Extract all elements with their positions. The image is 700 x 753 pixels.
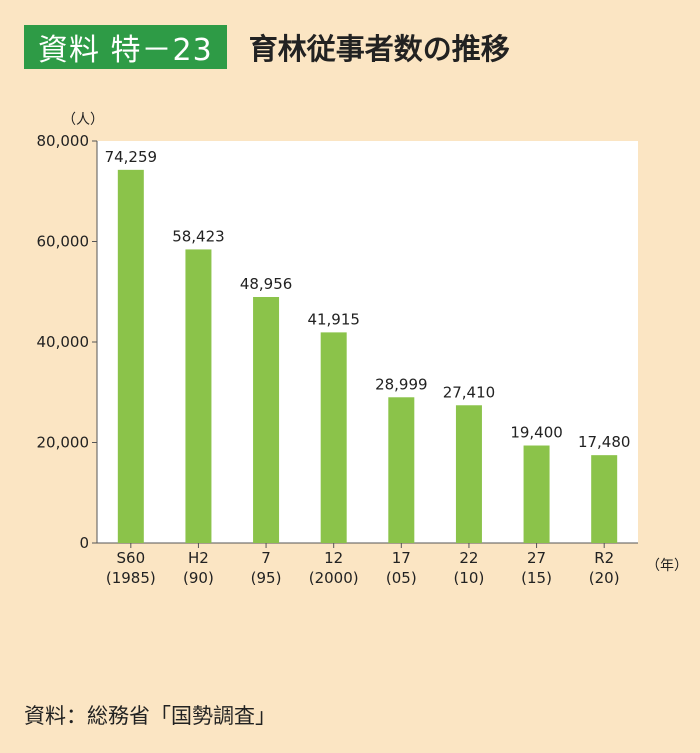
x-tick-sublabel: (20) (589, 569, 620, 587)
x-tick-sublabel: (2000) (309, 569, 359, 587)
chart-title: 育林従事者数の推移 (248, 32, 510, 66)
bar (253, 296, 280, 543)
y-tick-label: 60,000 (37, 233, 90, 251)
bar (523, 445, 550, 543)
x-tick-label: H2 (188, 549, 209, 567)
source-note: 資料：総務省「国勢調査」 (24, 704, 276, 728)
x-tick-label: R2 (594, 549, 614, 567)
bar (388, 397, 415, 543)
bar-chart: （人） 0 20,000 40,000 60,000 80,000 74,259 S60 (19… (37, 112, 689, 587)
y-tick-label: 80,000 (37, 132, 90, 150)
chart-header: 資料 特－23 育林従事者数の推移 (24, 22, 510, 72)
bar-value-label: 58,423 (172, 227, 225, 245)
bar-value-label: 74,259 (105, 148, 158, 166)
bar (591, 455, 618, 543)
y-tick-label: 0 (79, 534, 89, 552)
x-tick-sublabel: (95) (251, 569, 282, 587)
x-tick-sublabel: (15) (521, 569, 552, 587)
plot-area (97, 141, 638, 543)
y-tick-label: 40,000 (37, 333, 90, 351)
bar-value-label: 41,915 (307, 310, 360, 328)
x-tick-label: 12 (324, 549, 343, 567)
figure-number-badge: 資料 特－23 (24, 25, 227, 69)
x-tick-label: S60 (117, 549, 146, 567)
x-tick-sublabel: (10) (454, 569, 485, 587)
y-tick-label: 20,000 (37, 434, 90, 452)
bar (455, 405, 482, 543)
bar (320, 332, 347, 543)
y-axis-unit-label: （人） (62, 112, 104, 128)
bar-value-label: 19,400 (510, 424, 563, 442)
x-tick-sublabel: (90) (183, 569, 214, 587)
x-tick-label: 27 (527, 549, 546, 567)
x-tick-label: 22 (459, 549, 478, 567)
bar (185, 249, 212, 543)
x-axis-unit-label: （年） (646, 558, 688, 574)
x-tick-sublabel: (05) (386, 569, 417, 587)
bar-value-label: 48,956 (240, 275, 293, 293)
bar-value-label: 17,480 (578, 433, 631, 451)
bar-value-label: 27,410 (443, 383, 496, 401)
bar-value-label: 28,999 (375, 375, 428, 393)
x-tick-sublabel: (1985) (106, 569, 156, 587)
bar (117, 169, 144, 544)
x-tick-label: 17 (392, 549, 411, 567)
x-tick-label: 7 (261, 549, 271, 567)
